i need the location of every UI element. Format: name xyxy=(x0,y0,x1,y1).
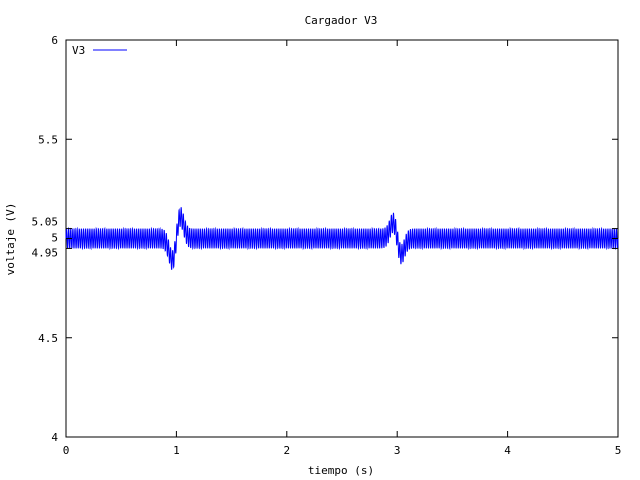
x-tick-label: 2 xyxy=(283,444,290,457)
y-axis-label: voltaje (V) xyxy=(4,203,17,276)
x-axis-label: tiempo (s) xyxy=(308,464,374,477)
x-tick-label: 3 xyxy=(394,444,401,457)
x-tick-label: 5 xyxy=(615,444,622,457)
legend: V3 xyxy=(72,44,127,57)
x-tick-label: 0 xyxy=(63,444,70,457)
chart-title: Cargador V3 xyxy=(305,14,378,27)
y-tick-label: 5 xyxy=(51,232,58,245)
series-line-v3 xyxy=(65,207,619,270)
x-tick-label: 4 xyxy=(504,444,511,457)
legend-label-v3: V3 xyxy=(72,44,85,57)
y-tick-label: 4.95 xyxy=(32,246,59,259)
y-tick-label: 6 xyxy=(51,34,58,47)
y-tick-label: 5.5 xyxy=(38,133,58,146)
y-tick-label: 4.5 xyxy=(38,332,58,345)
x-tick-label: 1 xyxy=(173,444,180,457)
y-tick-label: 5.05 xyxy=(32,216,59,229)
series-layer xyxy=(65,207,619,270)
y-tick-label: 4 xyxy=(51,431,58,444)
